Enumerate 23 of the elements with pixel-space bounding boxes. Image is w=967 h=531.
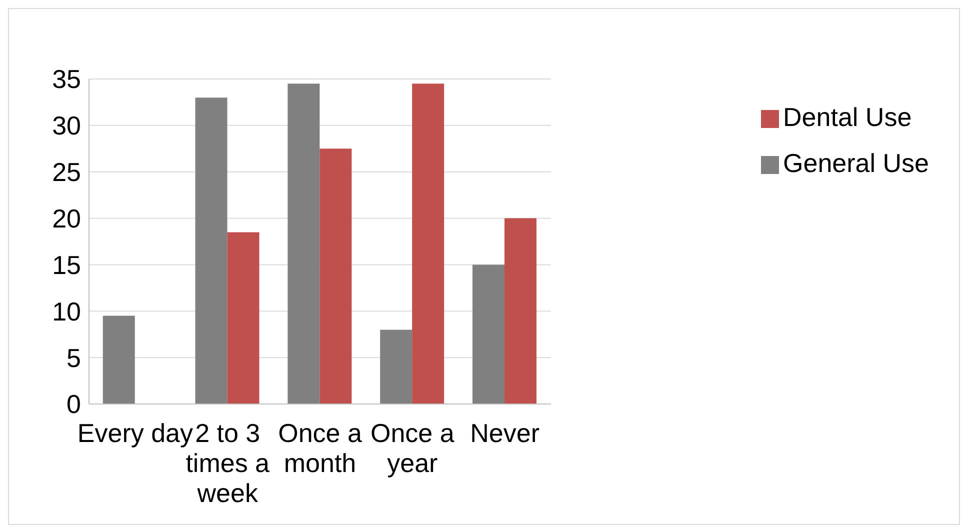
y-tick-label: 15 [52,250,81,280]
x-tick-label: Once a month [278,418,362,478]
bar [227,232,260,404]
y-tick-label: 20 [52,204,81,234]
bar [412,84,444,404]
bar [102,316,135,404]
bar [380,330,412,404]
y-tick-label: 35 [52,64,81,94]
bar [472,264,504,404]
x-tick-label: Once a year [370,418,455,478]
y-tick-label: 0 [66,389,81,420]
x-tick-label: Never [470,418,540,448]
bar [320,148,352,404]
bar [195,98,228,404]
y-tick-label: 5 [66,342,81,373]
y-tick-label: 10 [52,296,81,326]
legend-label: General Use [783,148,929,178]
y-tick-label: 30 [52,110,81,141]
y-tick-label: 25 [52,157,81,188]
x-tick-label: Every day [77,418,194,448]
legend-label: Dental Use [783,102,912,132]
bar [504,218,536,404]
bar [288,84,320,404]
